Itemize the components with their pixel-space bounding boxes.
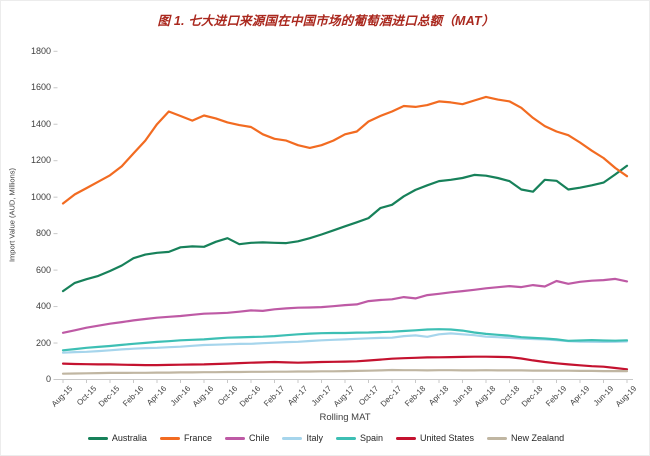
legend-marker-france (159, 436, 180, 440)
legend-marker-australia (87, 436, 108, 440)
legend-item-france: France (159, 433, 212, 443)
legend-marker-italy (282, 436, 303, 440)
legend-marker-spain (335, 436, 356, 440)
y-tick-label: 800 (35, 228, 51, 239)
series-line-united-states (61, 355, 629, 371)
series-line-spain (61, 328, 629, 352)
y-tick-label: 0 (45, 374, 51, 384)
chart-title: 图 1. 七大进口来源国在中国市场的葡萄酒进口总额（MAT） (157, 14, 495, 28)
legend-item-italy: Italy (282, 433, 323, 443)
legend-label: Chile (248, 433, 270, 443)
y-tick-label: 600 (35, 264, 51, 275)
legend-item-chile: Chile (224, 433, 270, 443)
y-tick-label: 400 (35, 301, 51, 312)
y-axis-title: Import Value (AUD, Millions) (7, 167, 17, 263)
series-line-chile (61, 277, 629, 334)
series-line-australia (61, 164, 629, 293)
legend-marker-united-states (396, 436, 417, 440)
legend-item-australia: Australia (87, 433, 147, 443)
x-axis-title: Rolling MAT (319, 412, 371, 423)
legend-label: Spain (359, 433, 384, 443)
y-tick-label: 1800 (30, 45, 51, 56)
y-tick-label: 1000 (30, 191, 51, 202)
series-line-new-zealand (61, 368, 629, 375)
y-tick-label: 200 (35, 337, 51, 348)
series-line-france (61, 95, 629, 205)
legend-label: New Zealand (511, 433, 565, 443)
legend-label: Italy (306, 433, 323, 443)
legend-marker-chile (224, 436, 245, 440)
legend-item-united-states: United States (396, 433, 474, 443)
y-tick-label: 1200 (30, 155, 51, 166)
legend-item-new-zealand: New Zealand (487, 433, 564, 443)
y-tick-label: 1600 (30, 82, 51, 93)
legend-item-spain: Spain (335, 433, 384, 443)
legend-label: Australia (111, 433, 147, 443)
chart-legend: Australia France Chile Italy Spain United Sta… (1, 433, 649, 443)
legend-marker-new-zealand (487, 436, 508, 440)
legend-label: United States (420, 433, 475, 443)
legend-label: France (183, 433, 212, 443)
y-tick-label: 1400 (30, 118, 51, 129)
